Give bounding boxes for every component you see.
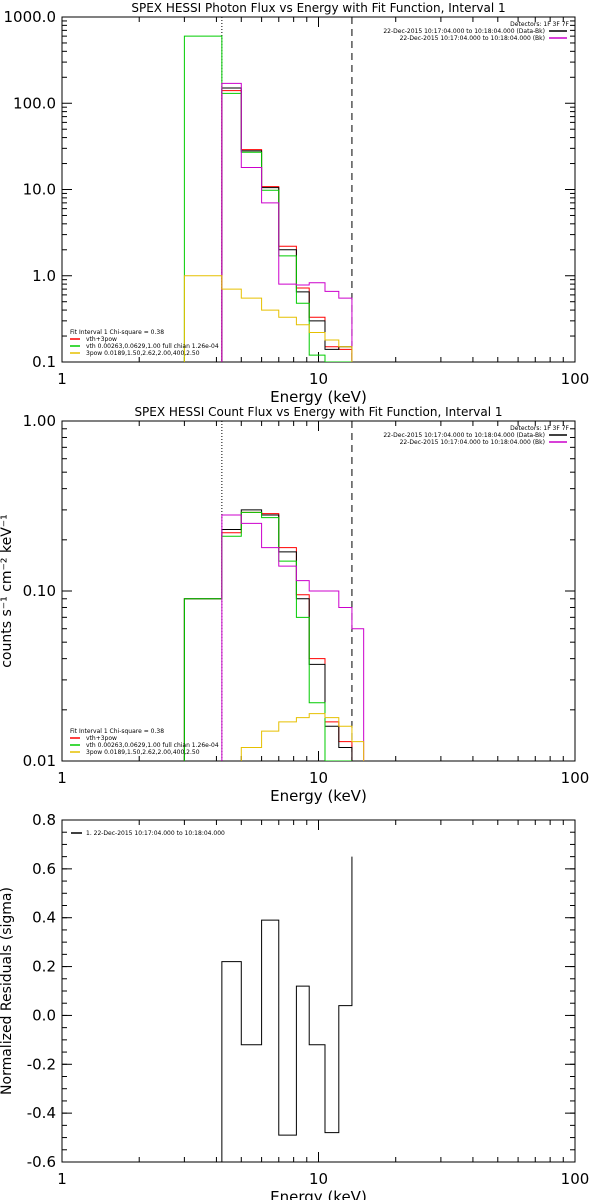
x-tick-label: 100 [561, 1170, 590, 1188]
y-tick-label: 1000.0 [4, 8, 57, 26]
chart-1: SPEX HESSI Photon Flux vs Energy with Fi… [4, 1, 590, 406]
fit-legend-text: vth 0.00263,0.0629,1.00 full chian 1.26e… [86, 343, 219, 350]
x-axis-label: Energy (keV) [270, 1188, 367, 1200]
fit-legend-text: 3pow 0.0189,1.50,2.62,2.00,400,2.50 [86, 350, 200, 357]
series-yellow-histogram [240, 713, 365, 761]
series-red-histogram [183, 511, 353, 761]
y-tick-label: 0.8 [32, 811, 56, 829]
chart-2: SPEX HESSI Count Flux vs Energy with Fit… [0, 405, 589, 805]
x-axis-label: Energy (keV) [270, 787, 367, 805]
x-tick-label: 10 [309, 370, 328, 388]
plot-frame [61, 16, 576, 363]
legend-entry-text: 22-Dec-2015 10:17:04.000 to 10:18:04.000… [383, 432, 545, 439]
y-tick-label: 10.0 [23, 181, 56, 199]
y-tick-label: 0.1 [32, 353, 56, 371]
x-tick-label: 100 [561, 769, 590, 787]
y-tick-label: -0.2 [27, 1055, 56, 1073]
y-axis-label: Normalized Residuals (sigma) [0, 887, 15, 1095]
x-tick-label: 100 [561, 370, 590, 388]
x-tick-label: 1 [57, 769, 67, 787]
legend-heading: Detectors: 1F 3F 7F [510, 21, 569, 28]
y-tick-label: 0.10 [23, 582, 56, 600]
series-yellow-histogram [183, 275, 353, 362]
series-green-histogram [183, 35, 352, 362]
plot-frame [61, 819, 576, 1163]
chart-3: 1 10 100 Energy (keV) -0.6 -0.4 -0.2 0.0 0.2 0.4 0… [0, 811, 589, 1200]
fit-legend-heading: Fit Interval 1 Chi-square = 0.38 [70, 329, 164, 336]
fit-legend-heading: Fit Interval 1 Chi-square = 0.38 [70, 728, 164, 735]
x-tick-label: 10 [309, 769, 328, 787]
legend-entry-text: 22-Dec-2015 10:17:04.000 to 10:18:04.000… [400, 35, 545, 42]
plot-series [221, 856, 353, 1162]
y-tick-label: 0.2 [32, 958, 56, 976]
fit-legend-text: vth+3pow [86, 336, 117, 343]
series-green-histogram [183, 511, 352, 761]
fit-legend-text: vth+3pow [86, 735, 117, 742]
x-tick-label: 1 [57, 370, 67, 388]
x-tick-label: 1 [57, 1170, 67, 1188]
y-tick-label: 0.4 [32, 909, 56, 927]
y-axis-label: counts s⁻¹ cm⁻² keV⁻¹ [0, 514, 15, 668]
series-black-histogram [183, 509, 353, 761]
y-tick-label: -0.6 [27, 1153, 56, 1171]
series-magenta-histogram [221, 514, 365, 761]
fit-legend-text: vth 0.00263,0.0629,1.00 full chian 1.26e… [86, 742, 219, 749]
plot-series [183, 35, 353, 362]
fit-legend-text: 3pow 0.0189,1.50,2.62,2.00,400,2.50 [86, 749, 200, 756]
y-tick-label: 1.0 [32, 267, 56, 285]
y-tick-label: 0.6 [32, 860, 56, 878]
chart-title: SPEX HESSI Count Flux vs Energy with Fit… [134, 405, 502, 419]
y-tick-label: -0.4 [27, 1104, 56, 1122]
plot-series [183, 509, 365, 761]
legend-entry-text: 1. 22-Dec-2015 10:17:04.000 to 10:18:04.… [86, 830, 225, 837]
series-black-histogram [221, 856, 353, 1162]
x-axis-label: Energy (keV) [270, 388, 367, 406]
y-tick-label: 0.0 [32, 1006, 56, 1024]
x-tick-label: 10 [309, 1170, 328, 1188]
chart-title: SPEX HESSI Photon Flux vs Energy with Fi… [131, 1, 505, 15]
y-tick-label: 100.0 [13, 94, 56, 112]
y-tick-label: 0.01 [23, 752, 56, 770]
legend-entry-text: 22-Dec-2015 10:17:04.000 to 10:18:04.000… [383, 28, 545, 35]
y-tick-label: 1.00 [23, 412, 56, 430]
legend-entry-text: 22-Dec-2015 10:17:04.000 to 10:18:04.000… [400, 439, 545, 446]
legend-heading: Detectors: 1F 3F 7F [510, 425, 569, 432]
series-magenta-histogram [221, 82, 353, 362]
